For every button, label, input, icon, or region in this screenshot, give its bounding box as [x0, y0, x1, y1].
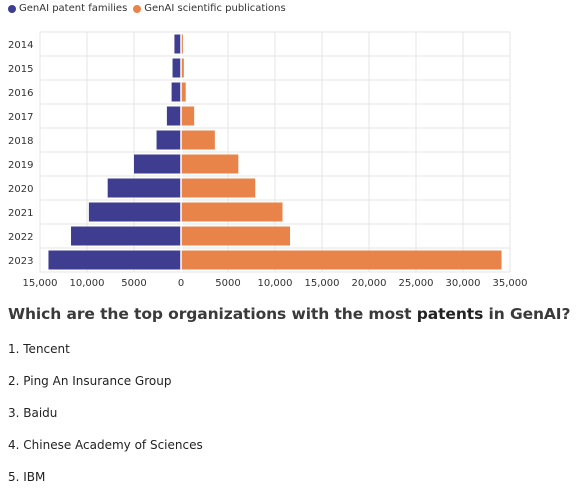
question-highlight: patents: [416, 305, 484, 323]
answer-item-2: 2. Ping An Insurance Group: [8, 374, 172, 388]
answer-item-4: 4. Chinese Academy of Sciences: [8, 438, 203, 452]
bar-patents-2014: [174, 34, 181, 54]
bar-publications-2014: [181, 34, 183, 54]
y-tick-label-2022: 2022: [8, 232, 33, 243]
bar-publications-2020: [181, 178, 256, 198]
diverging-bar-chart: 2014 2015 2016 2017 2018 2019 2020 2021 2022 2023…: [8, 31, 528, 289]
x-tick-label: 35,000: [493, 278, 528, 289]
x-tick-label: 15,000: [23, 278, 58, 289]
legend-swatch-patents: [8, 4, 16, 13]
legend-item-patents[interactable]: GenAI patent families: [8, 3, 127, 14]
y-tick-label-2017: 2017: [8, 112, 33, 123]
y-tick-label-2020: 2020: [8, 184, 33, 195]
bar-publications-2018: [181, 130, 215, 150]
x-tick-label: 25,000: [399, 278, 434, 289]
y-tick-label-2019: 2019: [8, 160, 33, 171]
y-tick-label-2014: 2014: [8, 40, 33, 51]
x-tick-label: 15,000: [305, 278, 340, 289]
chart-legend: GenAI patent families GenAI scientific p…: [8, 3, 292, 14]
x-tick-label: 30,000: [446, 278, 481, 289]
bar-patents-2017: [166, 106, 181, 126]
bar-patents-2022: [71, 226, 181, 246]
answer-item-5: 5. IBM: [8, 470, 46, 484]
y-tick-label-2015: 2015: [8, 64, 33, 75]
question-prefix: Which are the top organizations with the…: [8, 305, 417, 323]
answer-item-1: 1. Tencent: [8, 342, 70, 356]
bar-patents-2021: [88, 202, 181, 222]
x-tick-label: 10,000: [258, 278, 293, 289]
x-tick-label: 20,000: [352, 278, 387, 289]
y-tick-label-2021: 2021: [8, 208, 33, 219]
y-tick-label-2016: 2016: [8, 88, 33, 99]
y-tick-label-2023: 2023: [8, 256, 33, 267]
bar-publications-2019: [181, 154, 239, 174]
x-tick-label: 5000: [215, 278, 240, 289]
bar-patents-2019: [134, 154, 181, 174]
bar-patents-2016: [171, 82, 181, 102]
legend-item-publications[interactable]: GenAI scientific publications: [133, 3, 286, 14]
bar-publications-2022: [181, 226, 291, 246]
x-tick-label: 5000: [121, 278, 146, 289]
bar-patents-2015: [172, 58, 181, 78]
answer-item-3: 3. Baidu: [8, 406, 58, 420]
bar-publications-2017: [181, 106, 195, 126]
bar-publications-2016: [181, 82, 186, 102]
legend-swatch-publications: [133, 4, 142, 13]
bar-patents-2018: [156, 130, 181, 150]
bar-patents-2020: [107, 178, 181, 198]
bar-publications-2021: [181, 202, 283, 222]
legend-label-publications: GenAI scientific publications: [144, 3, 286, 14]
question-heading: Which are the top organizations with the…: [8, 305, 570, 323]
question-suffix: in GenAI?: [483, 305, 571, 323]
bar-publications-2015: [181, 58, 184, 78]
legend-label-patents: GenAI patent families: [19, 3, 128, 14]
bar-patents-2023: [48, 250, 182, 270]
y-tick-label-2018: 2018: [8, 136, 33, 147]
x-tick-label: 0: [178, 278, 184, 289]
x-tick-label: 10,000: [70, 278, 105, 289]
bar-publications-2023: [181, 250, 502, 270]
